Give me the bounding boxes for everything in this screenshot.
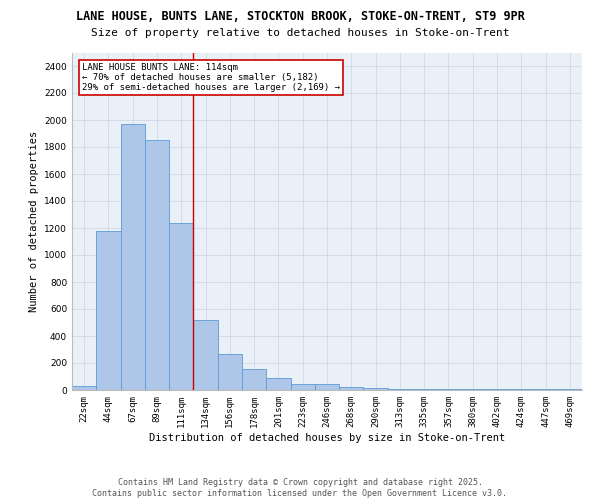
- Bar: [412, 388, 436, 390]
- Text: LANE HOUSE, BUNTS LANE, STOCKTON BROOK, STOKE-ON-TRENT, ST9 9PR: LANE HOUSE, BUNTS LANE, STOCKTON BROOK, …: [76, 10, 524, 23]
- Bar: [388, 388, 412, 390]
- Bar: [290, 384, 315, 390]
- Bar: [339, 386, 364, 390]
- Bar: [169, 222, 193, 390]
- Bar: [96, 232, 121, 390]
- Bar: [242, 369, 266, 390]
- Bar: [193, 320, 218, 390]
- Bar: [145, 140, 169, 390]
- Bar: [364, 388, 388, 390]
- Y-axis label: Number of detached properties: Number of detached properties: [29, 130, 38, 312]
- Bar: [121, 124, 145, 390]
- Text: Size of property relative to detached houses in Stoke-on-Trent: Size of property relative to detached ho…: [91, 28, 509, 38]
- Bar: [72, 386, 96, 390]
- X-axis label: Distribution of detached houses by size in Stoke-on-Trent: Distribution of detached houses by size …: [149, 432, 505, 442]
- Text: Contains HM Land Registry data © Crown copyright and database right 2025.
Contai: Contains HM Land Registry data © Crown c…: [92, 478, 508, 498]
- Text: LANE HOUSE BUNTS LANE: 114sqm
← 70% of detached houses are smaller (5,182)
29% o: LANE HOUSE BUNTS LANE: 114sqm ← 70% of d…: [82, 62, 340, 92]
- Bar: [266, 378, 290, 390]
- Bar: [218, 354, 242, 390]
- Bar: [315, 384, 339, 390]
